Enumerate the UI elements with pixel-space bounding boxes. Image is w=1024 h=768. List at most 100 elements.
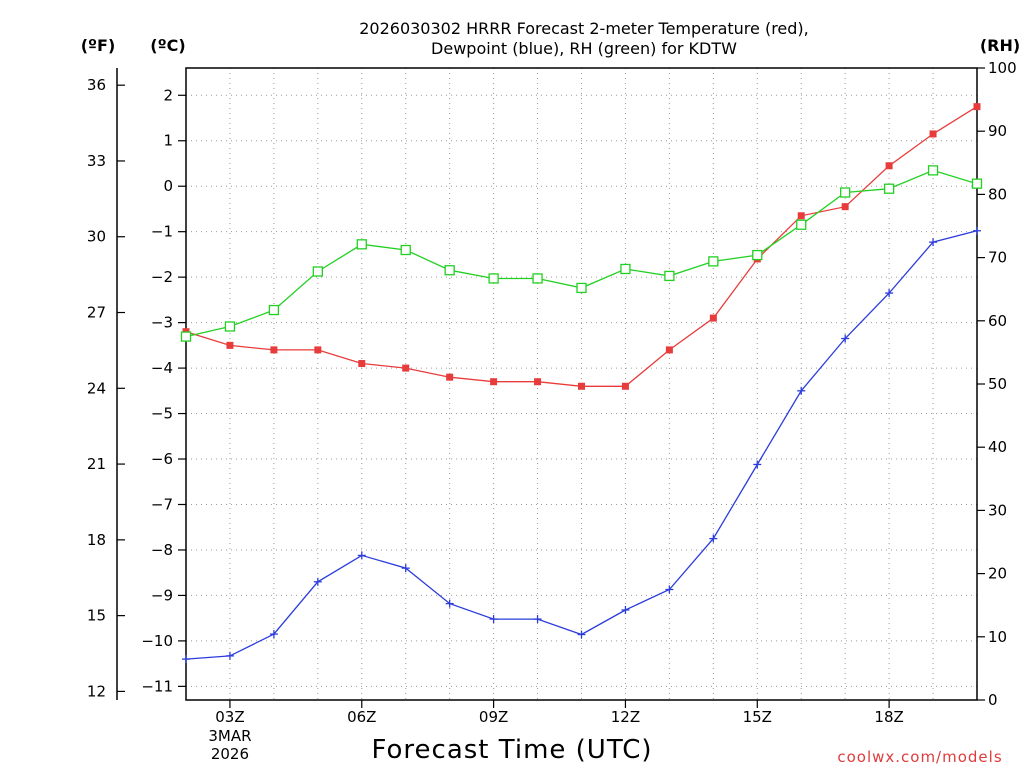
dewpoint-point [841,334,850,343]
rh-point [180,331,192,342]
x-axis-title: Forecast Time (UTC) [371,735,652,765]
rh-tick-label: 60 [988,312,1007,330]
celsius-tick-label: −2 [151,268,173,286]
rh-point [400,244,411,256]
temperature-point [885,162,893,170]
fahrenheit-tick-label: 30 [87,228,106,246]
dewpoint-point [533,615,542,624]
rh-point [971,178,983,189]
temperature-point [665,346,673,354]
x-tick-label: 18Z [874,708,903,726]
celsius-unit-label: (ºC) [150,36,185,55]
celsius-tick-label: −7 [151,495,173,513]
rh-point [664,270,675,282]
rh-point [883,183,895,194]
rh-point [356,239,367,250]
rh-tick-label: 80 [988,185,1007,203]
celsius-tick-label: 1 [163,132,173,150]
celsius-tick-label: −6 [151,450,173,468]
dewpoint-point [489,615,498,624]
rh-tick-label: 20 [988,565,1007,583]
dewpoint-point [269,630,278,639]
temperature-point [270,346,278,354]
rh-tick-label: 70 [988,249,1007,267]
temperature-point [929,130,937,138]
x-tick-label: 03Z [215,708,244,726]
dewpoint-point [445,599,454,608]
fahrenheit-tick-label: 18 [87,531,106,549]
rh-tick-label: 0 [988,691,998,709]
celsius-tick-label: −8 [151,541,173,559]
rh-point [752,249,763,261]
rh-point [840,187,851,198]
rh-tick-label: 90 [988,122,1007,140]
axis-ticks: 210−1−2−3−4−5−6−7−8−9−10−113633302724211… [87,59,1017,763]
dewpoint-series-line [185,230,978,660]
rh-tick-label: 50 [988,375,1007,393]
dewpoint-point [313,577,322,586]
fahrenheit-tick-label: 27 [87,304,106,322]
temperature-point [446,373,454,381]
rh-tick-label: 30 [988,501,1007,519]
dewpoint-point [797,386,806,395]
x-tick-label: 12Z [611,708,640,726]
dewpoint-point [973,226,981,235]
celsius-tick-label: 2 [163,86,173,104]
temperature-point [578,382,585,390]
rh-point [796,219,807,230]
temperature-point [358,360,366,368]
dewpoint-point [929,238,938,247]
dewpoint-point [621,605,630,614]
rh-tick-label: 100 [988,59,1017,77]
celsius-tick-label: −5 [151,405,173,423]
dewpoint-point [577,630,586,639]
fahrenheit-tick-label: 33 [87,152,106,170]
celsius-tick-label: −4 [151,359,173,377]
dewpoint-point [709,534,718,543]
rh-point [620,263,631,275]
x-year-label: 2026 [211,745,249,763]
fahrenheit-tick-label: 24 [87,379,106,397]
x-date-label: 3MAR [208,727,251,745]
temperature-point [973,103,981,111]
temperature-point [402,364,410,372]
celsius-tick-label: −1 [151,223,173,241]
dewpoint-point [665,585,674,594]
x-tick-label: 09Z [479,708,508,726]
fahrenheit-tick-label: 21 [87,455,106,473]
data-series [180,103,983,664]
rh-point [312,266,323,277]
dewpoint-point [401,564,410,573]
rh-point [268,304,280,316]
temperature-point [534,378,542,386]
rh-point [927,165,939,176]
rh-point [488,273,499,284]
temperature-point [841,203,849,211]
fahrenheit-unit-label: (ºF) [81,36,116,55]
celsius-tick-label: 0 [163,177,173,195]
fahrenheit-tick-label: 36 [87,76,106,94]
rh-point [576,282,587,294]
dewpoint-point [885,289,894,298]
source-credit: coolwx.com/models [837,748,1002,766]
fahrenheit-tick-label: 12 [87,682,106,700]
fahrenheit-tick-label: 15 [87,607,106,625]
chart-title-line2: Dewpoint (blue), RH (green) for KDTW [431,39,737,58]
celsius-tick-label: −3 [151,314,173,332]
dewpoint-point [182,655,190,664]
celsius-tick-label: −11 [141,677,173,695]
celsius-tick-label: −10 [141,632,173,650]
axes [116,67,978,701]
temperature-point [797,212,805,220]
x-tick-label: 06Z [347,708,376,726]
rh-point [444,265,455,276]
x-tick-label: 15Z [743,708,772,726]
dewpoint-point [225,651,234,660]
rh-point [532,273,543,284]
temperature-point [490,378,498,386]
temperature-point [621,382,629,390]
temperature-point [226,341,234,349]
temperature-point [709,314,717,322]
temperature-point [314,346,322,354]
